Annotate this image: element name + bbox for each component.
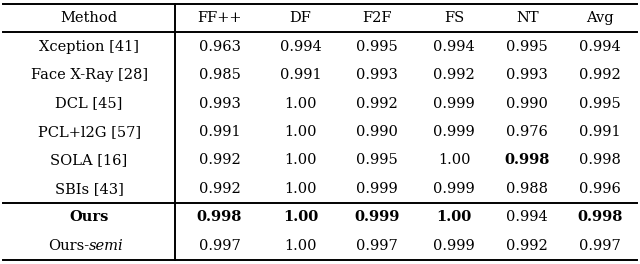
Text: 0.992: 0.992 (356, 97, 398, 111)
Text: 0.998: 0.998 (577, 210, 623, 224)
Text: 0.991: 0.991 (579, 125, 621, 139)
Text: 0.995: 0.995 (506, 40, 548, 54)
Text: Avg: Avg (586, 11, 614, 25)
Text: 0.999: 0.999 (433, 97, 475, 111)
Text: SOLA [16]: SOLA [16] (51, 153, 128, 167)
Text: SBIs [43]: SBIs [43] (54, 182, 124, 196)
Text: 0.997: 0.997 (356, 239, 398, 253)
Text: 0.992: 0.992 (198, 153, 241, 167)
Text: 0.996: 0.996 (579, 182, 621, 196)
Text: NT: NT (516, 11, 538, 25)
Text: 0.994: 0.994 (579, 40, 621, 54)
Text: 1.00: 1.00 (284, 97, 317, 111)
Text: Ours-: Ours- (48, 239, 89, 253)
Text: 0.994: 0.994 (506, 210, 548, 224)
Text: 0.993: 0.993 (198, 97, 241, 111)
Text: 0.990: 0.990 (506, 97, 548, 111)
Text: 0.990: 0.990 (356, 125, 398, 139)
Text: 0.999: 0.999 (433, 182, 475, 196)
Text: 0.999: 0.999 (356, 182, 398, 196)
Text: Ours: Ours (69, 210, 109, 224)
Text: FF++: FF++ (197, 11, 242, 25)
Text: 0.985: 0.985 (198, 68, 241, 82)
Text: 0.998: 0.998 (579, 153, 621, 167)
Text: 0.992: 0.992 (198, 182, 241, 196)
Text: 0.963: 0.963 (198, 40, 241, 54)
Text: 0.995: 0.995 (356, 153, 398, 167)
Text: 0.994: 0.994 (433, 40, 475, 54)
Text: 0.976: 0.976 (506, 125, 548, 139)
Text: 0.991: 0.991 (198, 125, 241, 139)
Text: 0.993: 0.993 (356, 68, 398, 82)
Text: 0.992: 0.992 (506, 239, 548, 253)
Text: 0.997: 0.997 (579, 239, 621, 253)
Text: 0.988: 0.988 (506, 182, 548, 196)
Text: 1.00: 1.00 (284, 239, 317, 253)
Text: 0.992: 0.992 (433, 68, 475, 82)
Text: 0.999: 0.999 (355, 210, 400, 224)
Text: 1.00: 1.00 (284, 182, 317, 196)
Text: 0.997: 0.997 (198, 239, 241, 253)
Text: F2F: F2F (363, 11, 392, 25)
Text: 0.995: 0.995 (579, 97, 621, 111)
Text: DF: DF (290, 11, 312, 25)
Text: 1.00: 1.00 (436, 210, 472, 224)
Text: 0.992: 0.992 (579, 68, 621, 82)
Text: DCL [45]: DCL [45] (56, 97, 123, 111)
Text: 0.999: 0.999 (433, 239, 475, 253)
Text: 0.994: 0.994 (280, 40, 321, 54)
Text: 0.991: 0.991 (280, 68, 321, 82)
Text: 0.999: 0.999 (433, 125, 475, 139)
Text: PCL+l2G [57]: PCL+l2G [57] (38, 125, 141, 139)
Text: FS: FS (444, 11, 464, 25)
Text: 0.993: 0.993 (506, 68, 548, 82)
Text: Xception [41]: Xception [41] (39, 40, 139, 54)
Text: 1.00: 1.00 (284, 125, 317, 139)
Text: 1.00: 1.00 (283, 210, 318, 224)
Text: 1.00: 1.00 (438, 153, 470, 167)
Text: 1.00: 1.00 (284, 153, 317, 167)
Text: 0.998: 0.998 (197, 210, 242, 224)
Text: 0.998: 0.998 (504, 153, 550, 167)
Text: Method: Method (61, 11, 118, 25)
Text: Face X-Ray [28]: Face X-Ray [28] (31, 68, 148, 82)
Text: semi: semi (89, 239, 124, 253)
Text: 0.995: 0.995 (356, 40, 398, 54)
